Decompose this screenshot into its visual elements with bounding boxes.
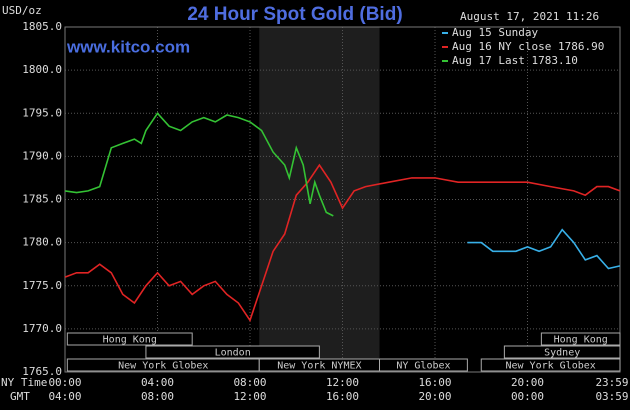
legend-label: Aug 16 NY close 1786.90 <box>452 40 604 53</box>
x-tick-label: 16:00 <box>418 376 451 389</box>
session-bar <box>540 332 621 346</box>
plot-border <box>64 26 621 373</box>
session-label: New York Globex <box>505 361 595 372</box>
session-bar <box>480 358 621 372</box>
series-line <box>467 228 621 270</box>
session-label: Sydney <box>544 348 580 359</box>
x2-tick-label: 16:00 <box>326 390 359 403</box>
y-tick-label: 1790.0 <box>22 149 62 162</box>
session-bar <box>503 345 621 359</box>
legend-label: Aug 17 Last 1783.10 <box>452 54 578 67</box>
x-tick-label: 08:00 <box>233 376 266 389</box>
x2-tick-label: 03:59 <box>595 390 628 403</box>
session-label: NY Globex <box>396 361 450 372</box>
shaded-range <box>259 27 380 372</box>
y-tick-label: 1780.0 <box>22 236 62 249</box>
session-label: New York Globex <box>118 361 208 372</box>
x-axis-label: NY Time <box>1 376 47 389</box>
x-tick-label: 12:00 <box>326 376 359 389</box>
y-axis-label: USD/oz <box>2 4 42 17</box>
x-tick-label: 23:59 <box>595 376 628 389</box>
x-tick-label: 04:00 <box>141 376 174 389</box>
session-label: Hong Kong <box>103 335 157 346</box>
y-tick-label: 1770.0 <box>22 322 62 335</box>
x2-tick-label: 08:00 <box>141 390 174 403</box>
session-label: New York NYMEX <box>277 361 361 372</box>
x2-tick-label: 12:00 <box>233 390 266 403</box>
watermark: www.kitco.com <box>66 37 190 56</box>
x2-axis-label: GMT <box>10 390 30 403</box>
timestamp: August 17, 2021 11:26 <box>460 10 599 23</box>
series-line <box>64 112 334 217</box>
x2-tick-label: 00:00 <box>511 390 544 403</box>
chart-title: 24 Hour Spot Gold (Bid) <box>187 4 402 25</box>
x2-tick-label: 20:00 <box>418 390 451 403</box>
y-tick-label: 1775.0 <box>22 279 62 292</box>
session-bar <box>66 332 193 346</box>
x2-tick-label: 04:00 <box>48 390 81 403</box>
y-tick-label: 1785.0 <box>22 193 62 206</box>
series-line <box>64 163 621 323</box>
x-tick-label: 20:00 <box>511 376 544 389</box>
y-tick-label: 1765.0 <box>22 365 62 378</box>
x-tick-label: 00:00 <box>48 376 81 389</box>
y-tick-label: 1800.0 <box>22 63 62 76</box>
session-label: Hong Kong <box>554 335 608 346</box>
session-bar <box>379 358 468 372</box>
y-tick-label: 1805.0 <box>22 20 62 33</box>
session-label: London <box>215 348 251 359</box>
y-tick-label: 1795.0 <box>22 106 62 119</box>
legend-label: Aug 15 Sunday <box>452 26 538 39</box>
session-bar <box>145 345 320 359</box>
